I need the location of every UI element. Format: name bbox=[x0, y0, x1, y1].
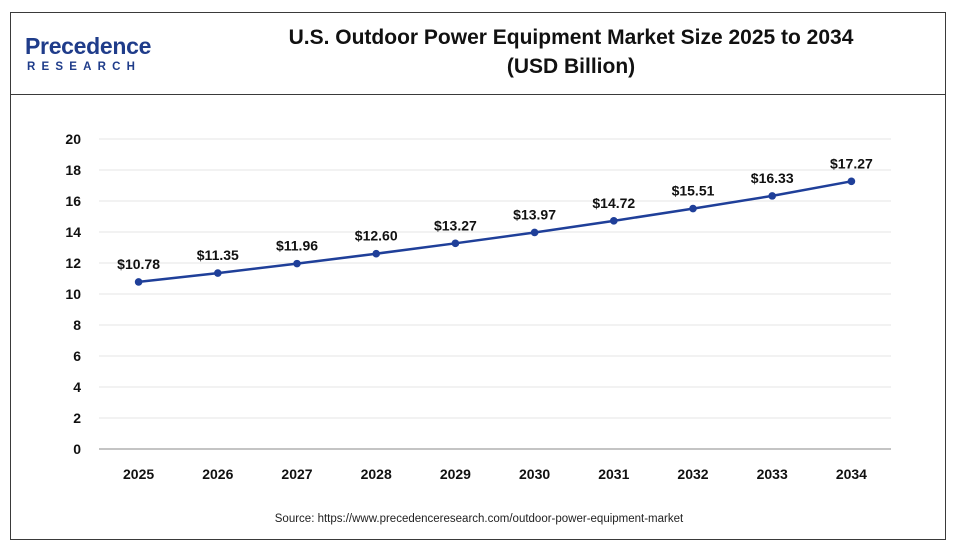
x-tick-label: 2027 bbox=[281, 466, 312, 482]
data-point bbox=[372, 249, 381, 258]
x-tick-label: 2033 bbox=[757, 466, 788, 482]
logo-subtitle: RESEARCH bbox=[27, 61, 142, 73]
data-label: $11.35 bbox=[197, 247, 239, 263]
data-point bbox=[689, 204, 697, 213]
y-tick-label: 6 bbox=[73, 348, 81, 364]
chart-frame: Precedence RESEARCH U.S. Outdoor Power E… bbox=[10, 12, 946, 540]
y-tick-label: 2 bbox=[73, 410, 81, 426]
y-tick-label: 8 bbox=[73, 317, 81, 333]
data-point bbox=[847, 177, 856, 186]
y-tick-label: 20 bbox=[65, 131, 81, 147]
y-tick-label: 0 bbox=[73, 441, 81, 457]
x-tick-label: 2028 bbox=[361, 466, 392, 482]
chart-header: Precedence RESEARCH U.S. Outdoor Power E… bbox=[11, 13, 945, 95]
data-label: $15.51 bbox=[672, 183, 715, 199]
data-point bbox=[134, 278, 143, 286]
chart-title-line-1: U.S. Outdoor Power Equipment Market Size… bbox=[288, 26, 854, 49]
line-chart: 0 2 4 6 8 10 12 14 16 18 20 2025 2026 2027 2028 2029 203… bbox=[65, 131, 891, 482]
data-point bbox=[451, 239, 460, 248]
x-tick-label: 2034 bbox=[836, 466, 867, 482]
y-tick-label: 16 bbox=[65, 193, 81, 209]
data-label: $17.27 bbox=[830, 155, 873, 171]
y-tick-label: 4 bbox=[73, 379, 81, 395]
x-tick-label: 2025 bbox=[123, 466, 154, 482]
data-label: $13.97 bbox=[513, 206, 556, 222]
data-label: $11.96 bbox=[276, 238, 318, 254]
data-label: $14.72 bbox=[592, 195, 635, 211]
data-point bbox=[530, 228, 539, 237]
data-point bbox=[768, 192, 776, 200]
y-tick-label: 18 bbox=[65, 162, 81, 178]
chart-title-line-2: (USD Billion) bbox=[506, 55, 636, 78]
x-tick-label: 2030 bbox=[519, 466, 550, 482]
data-label: $13.27 bbox=[434, 217, 477, 233]
precedence-research-logo: Precedence RESEARCH bbox=[25, 33, 175, 77]
data-point bbox=[293, 259, 301, 268]
series-line bbox=[138, 180, 852, 284]
data-label: $10.78 bbox=[117, 256, 160, 272]
x-tick-label: 2032 bbox=[677, 466, 708, 482]
chart-title: U.S. Outdoor Power Equipment Market Size… bbox=[221, 23, 921, 81]
y-tick-label: 10 bbox=[65, 286, 81, 302]
x-tick-label: 2029 bbox=[440, 466, 471, 482]
y-tick-label: 14 bbox=[65, 224, 81, 240]
logo-wordmark: Precedence bbox=[25, 33, 152, 59]
x-tick-label: 2031 bbox=[598, 466, 629, 482]
source-note: Source: https://www.precedenceresearch.c… bbox=[274, 513, 684, 525]
data-point bbox=[214, 269, 222, 277]
y-tick-label: 12 bbox=[65, 255, 81, 271]
data-label: $16.33 bbox=[751, 170, 794, 186]
data-label: $12.60 bbox=[355, 228, 398, 244]
data-point bbox=[610, 217, 618, 225]
x-tick-label: 2026 bbox=[202, 466, 233, 482]
